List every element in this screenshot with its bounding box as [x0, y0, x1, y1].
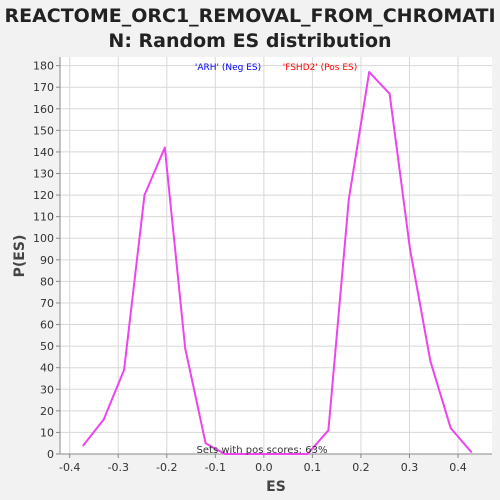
pos-scores-annotation: Sets with pos scores: 63%	[197, 445, 328, 456]
y-tick-label: 150	[33, 124, 54, 137]
chart-title: REACTOME_ORC1_REMOVAL_FROM_CHROMATI N: R…	[0, 4, 500, 54]
chart-title-line-1: REACTOME_ORC1_REMOVAL_FROM_CHROMATI	[4, 5, 496, 27]
y-tick-label: 60	[40, 319, 54, 332]
y-tick-label: 170	[33, 81, 54, 94]
x-tick-label: -0.1	[205, 461, 226, 474]
data-point	[408, 248, 411, 251]
data-point	[368, 71, 371, 74]
x-axis-title: ES	[266, 479, 286, 495]
x-tick-label: 0.4	[449, 461, 467, 474]
data-point	[449, 427, 452, 430]
x-tick-label: -0.2	[156, 461, 177, 474]
data-point	[224, 453, 227, 455]
data-point	[347, 198, 350, 201]
y-tick-label: 160	[33, 103, 54, 116]
y-tick-label: 0	[47, 448, 54, 461]
data-point	[82, 444, 85, 447]
y-tick-label: 90	[40, 254, 54, 267]
chart-title-line-2: N: Random ES distribution	[108, 30, 392, 52]
y-tick-label: 50	[40, 340, 54, 353]
data-point	[470, 450, 473, 453]
x-tick-label: 0.1	[304, 461, 322, 474]
x-axis-ticks: -0.4 -0.3 -0.2 -0.1 0.0 0.1 0.2 0.3 0.4	[59, 454, 467, 474]
y-tick-label: 130	[33, 168, 54, 181]
y-axis-ticks: 0 10 20 30 40 50 60 70 80 90 100 110 120 130 140 150 160…	[33, 60, 60, 461]
y-tick-label: 20	[40, 405, 54, 418]
data-point	[388, 92, 391, 95]
x-tick-label: 0.3	[401, 461, 419, 474]
x-tick-label: 0.0	[255, 461, 273, 474]
y-axis-title: P(ES)	[12, 235, 28, 278]
data-point	[123, 368, 126, 371]
legend-pos-es: 'FSHD2' (Pos ES)	[283, 63, 358, 73]
x-tick-label: -0.3	[108, 461, 129, 474]
y-tick-label: 80	[40, 275, 54, 288]
data-point	[429, 360, 432, 363]
y-tick-label: 100	[33, 232, 54, 245]
data-point	[163, 146, 166, 149]
legend-neg-es: 'ARH' (Neg ES)	[195, 63, 261, 73]
y-tick-label: 110	[33, 211, 54, 224]
y-tick-label: 140	[33, 146, 54, 159]
data-point	[306, 453, 309, 455]
plot-background	[60, 57, 492, 454]
data-point	[204, 442, 207, 445]
series-group	[82, 71, 473, 455]
data-point	[327, 429, 330, 432]
data-point	[184, 347, 187, 350]
y-tick-label: 180	[33, 60, 54, 73]
x-tick-label: 0.2	[352, 461, 370, 474]
y-tick-label: 30	[40, 383, 54, 396]
data-point	[143, 194, 146, 197]
y-tick-label: 70	[40, 297, 54, 310]
data-point	[102, 418, 105, 421]
y-tick-label: 40	[40, 362, 54, 375]
x-tick-label: -0.4	[59, 461, 80, 474]
y-tick-label: 120	[33, 189, 54, 202]
y-tick-label: 10	[40, 426, 54, 439]
